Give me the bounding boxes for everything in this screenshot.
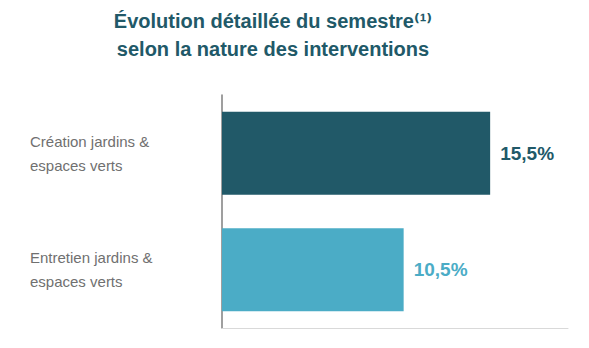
svg-text:15,5%: 15,5% (500, 143, 554, 164)
svg-text:Évolution détaillée du semestr: Évolution détaillée du semestre⁽¹⁾ (114, 10, 432, 32)
svg-text:10,5%: 10,5% (414, 259, 468, 280)
svg-text:espaces verts: espaces verts (30, 157, 123, 174)
svg-text:Création jardins &: Création jardins & (30, 133, 149, 150)
svg-text:espaces verts: espaces verts (30, 273, 123, 290)
svg-text:Entretien jardins &: Entretien jardins & (30, 249, 153, 266)
svg-text:selon la nature des interventi: selon la nature des interventions (117, 38, 429, 60)
